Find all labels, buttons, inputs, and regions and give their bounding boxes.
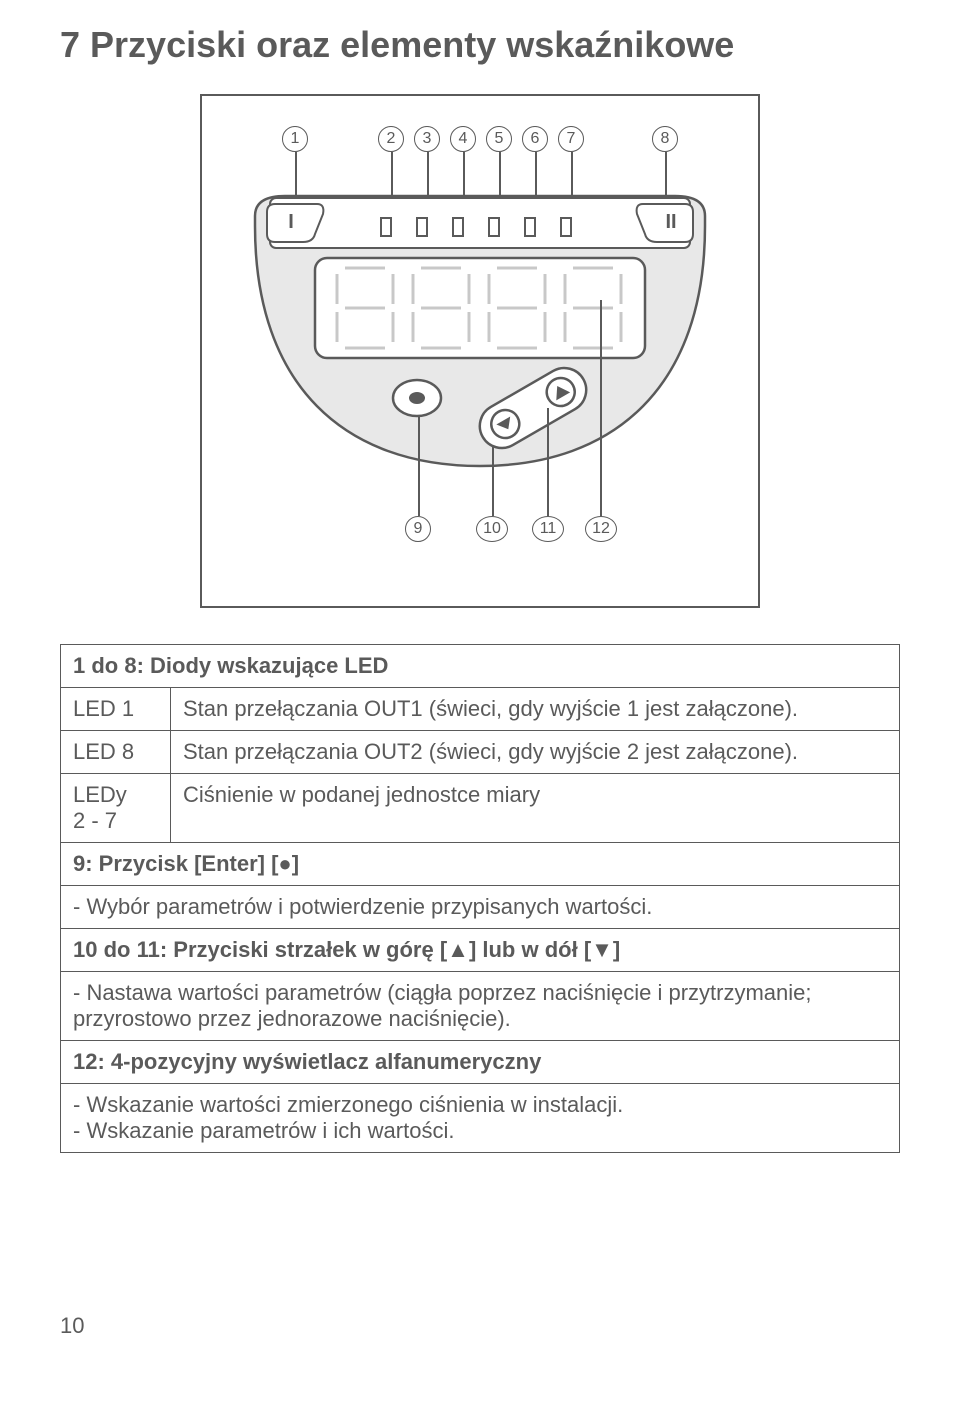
callout-12: 12 <box>585 516 617 542</box>
page-number: 10 <box>0 1193 960 1339</box>
row-desc: Stan przełączania OUT2 (świeci, gdy wyjś… <box>171 731 900 774</box>
svg-text:I: I <box>288 211 294 233</box>
section3-head: 10 do 11: Przyciski strzałek w górę [▲] … <box>61 929 900 972</box>
section1-head: 1 do 8: Diody wskazujące LED <box>61 645 900 688</box>
svg-text:II: II <box>665 211 676 233</box>
row-desc: Ciśnienie w podanej jednostce miary <box>171 774 900 843</box>
section3-body: - Nastawa wartości parametrów (ciągła po… <box>61 972 900 1041</box>
diagram-frame: 1 2 3 4 5 6 7 8 <box>200 94 760 608</box>
callout-11: 11 <box>532 516 564 542</box>
row-label: LED 1 <box>61 688 171 731</box>
callout-6: 6 <box>522 126 548 152</box>
device-diagram: I II <box>245 186 715 476</box>
table-row: LEDy 2 - 7 Ciśnienie w podanej jednostce… <box>61 774 900 843</box>
callout-2: 2 <box>378 126 404 152</box>
section4-line2: - Wskazanie parametrów i ich wartości. <box>73 1118 887 1144</box>
row-label: LED 8 <box>61 731 171 774</box>
callout-5: 5 <box>486 126 512 152</box>
section4-body: - Wskazanie wartości zmierzonego ciśnien… <box>61 1084 900 1153</box>
callout-10: 10 <box>476 516 508 542</box>
callout-4: 4 <box>450 126 476 152</box>
callout-3: 3 <box>414 126 440 152</box>
row-label: LEDy 2 - 7 <box>61 774 171 843</box>
callout-1: 1 <box>282 126 308 152</box>
callout-7: 7 <box>558 126 584 152</box>
section4-line1: - Wskazanie wartości zmierzonego ciśnien… <box>73 1092 887 1118</box>
table-row: LED 8 Stan przełączania OUT2 (świeci, gd… <box>61 731 900 774</box>
callout-8: 8 <box>652 126 678 152</box>
section2-head: 9: Przycisk [Enter] [●] <box>61 843 900 886</box>
info-table: 1 do 8: Diody wskazujące LED LED 1 Stan … <box>60 644 900 1153</box>
callout-9: 9 <box>405 516 431 542</box>
row-desc: Stan przełączania OUT1 (świeci, gdy wyjś… <box>171 688 900 731</box>
table-row: LED 1 Stan przełączania OUT1 (świeci, gd… <box>61 688 900 731</box>
section4-head: 12: 4-pozycyjny wyświetlacz alfanumerycz… <box>61 1041 900 1084</box>
page-heading: 7 Przyciski oraz elementy wskaźnikowe <box>60 24 900 66</box>
section2-body: - Wybór parametrów i potwierdzenie przyp… <box>61 886 900 929</box>
